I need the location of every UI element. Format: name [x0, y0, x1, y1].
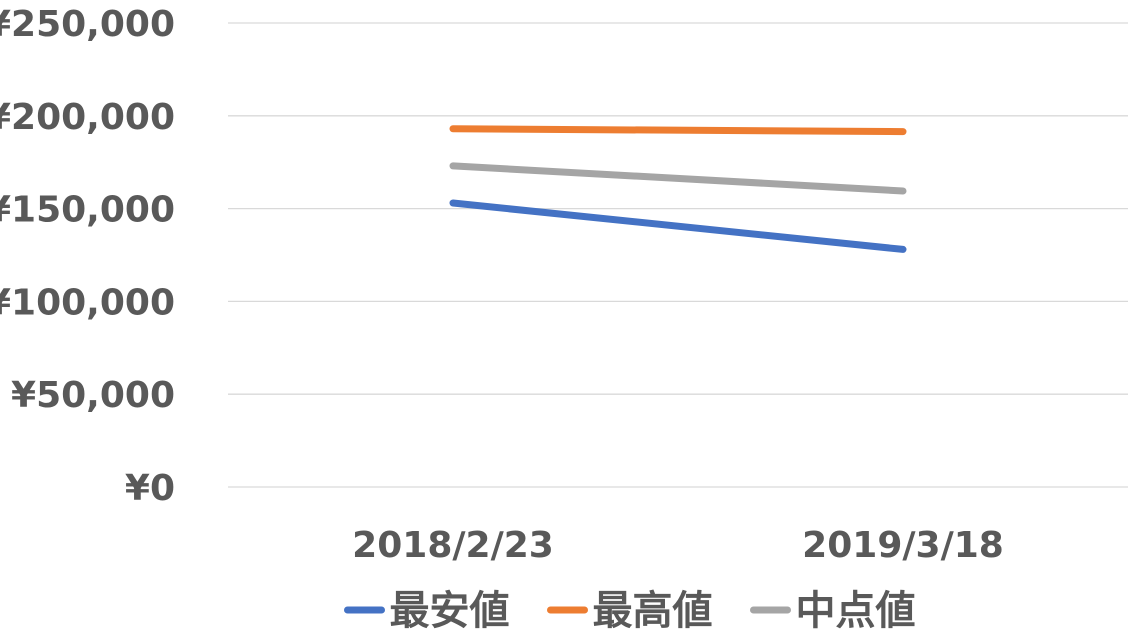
- y-tick-label: ¥0: [125, 468, 175, 509]
- y-tick-label: ¥250,000: [0, 4, 175, 45]
- gridlines: [228, 22, 1128, 488]
- legend-label: 最高値: [593, 588, 713, 634]
- y-tick-label: ¥200,000: [0, 97, 175, 138]
- series-line: [449, 125, 907, 136]
- x-axis-tick-labels: 2018/2/23 2019/3/18: [352, 525, 1004, 566]
- y-axis-tick-labels: ¥0 ¥50,000 ¥100,000 ¥150,000 ¥200,000 ¥250,00…: [0, 4, 175, 509]
- y-tick-label: ¥100,000: [0, 282, 175, 323]
- legend-label: 最安値: [390, 588, 510, 634]
- series-lines: [449, 125, 907, 253]
- y-tick-label: ¥150,000: [0, 190, 175, 231]
- x-tick-label: 2019/3/18: [802, 525, 1004, 566]
- series-line: [449, 199, 907, 253]
- y-tick-label: ¥50,000: [11, 375, 175, 416]
- legend: 最安値 最高値 中点値: [344, 588, 916, 634]
- x-tick-label: 2018/2/23: [352, 525, 554, 566]
- series-line: [449, 162, 907, 195]
- legend-label: 中点値: [796, 588, 916, 634]
